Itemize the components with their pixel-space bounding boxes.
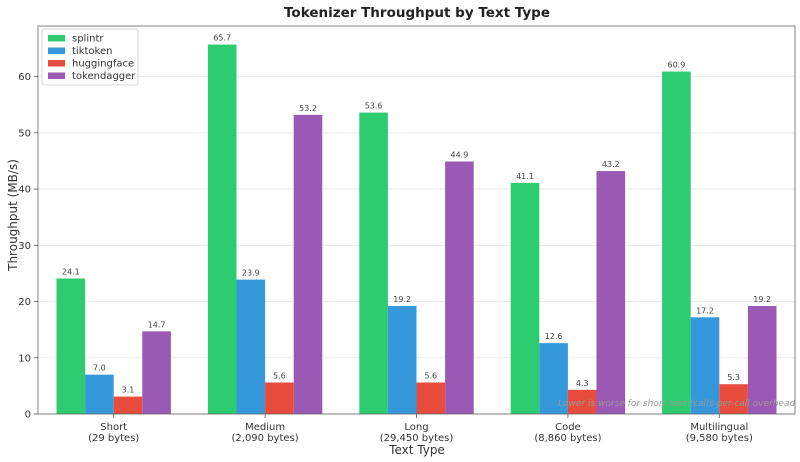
- bar-tokendagger: [445, 161, 474, 414]
- x-axis-label: Text Type: [388, 443, 445, 457]
- chart-title: Tokenizer Throughput by Text Type: [284, 5, 550, 21]
- data-label: 19.2: [753, 295, 771, 304]
- data-label: 3.1: [122, 386, 135, 395]
- bar-tiktoken: [387, 306, 417, 414]
- x-tick-label: (9,580 bytes): [686, 433, 753, 444]
- data-label: 53.2: [299, 104, 317, 113]
- legend-swatch-tokendagger: [48, 72, 65, 79]
- y-tick-label: 50: [18, 128, 31, 139]
- bar-splintr: [207, 44, 237, 415]
- y-axis-label: Throughput (MB/s): [6, 159, 20, 272]
- bar-huggingface: [265, 382, 294, 414]
- x-tick-label: (29 bytes): [88, 433, 139, 444]
- data-label: 7.0: [93, 364, 106, 373]
- y-tick-label: 10: [18, 353, 31, 364]
- data-label: 4.3: [576, 379, 589, 388]
- bar-splintr: [510, 182, 540, 414]
- bar-tiktoken: [85, 374, 114, 414]
- bar-splintr: [662, 71, 691, 415]
- x-tick-label: (8,860 bytes): [534, 433, 601, 444]
- data-label: 12.6: [545, 332, 563, 341]
- x-tick-label: Long: [404, 422, 428, 433]
- legend-box: [41, 28, 139, 86]
- data-label: 41.1: [516, 172, 534, 181]
- bar-splintr: [56, 278, 86, 414]
- y-ticks: 0 10 20 30 40 50 60: [18, 72, 38, 421]
- data-labels: 24.1 7.0 3.1 14.7 65.7 23.9 5.6 53.2 53.6 19.2 5.6…: [62, 34, 771, 395]
- data-label: 19.2: [393, 295, 411, 304]
- data-label: 5.6: [424, 372, 437, 381]
- bar-tokendagger: [293, 114, 323, 414]
- legend-label-tokendagger: tokendagger: [72, 71, 136, 82]
- data-label: 60.9: [667, 61, 685, 70]
- bar-tiktoken: [539, 343, 568, 414]
- y-tick-label: 60: [18, 72, 31, 83]
- x-tick-label: Medium: [245, 422, 285, 433]
- y-tick-label: 20: [18, 297, 31, 308]
- data-label: 5.6: [273, 372, 286, 381]
- bar-tokendagger: [747, 306, 777, 414]
- data-label: 5.3: [727, 373, 740, 382]
- data-label: 44.9: [450, 151, 468, 160]
- bar-tiktoken: [236, 279, 266, 414]
- y-tick-label: 40: [18, 185, 31, 196]
- legend-label-splintr: splintr: [72, 34, 104, 45]
- bar-splintr: [359, 112, 388, 414]
- bars: [56, 44, 777, 415]
- y-tick-label: 0: [25, 410, 31, 421]
- x-tick-label: (29,450 bytes): [380, 433, 454, 444]
- x-tick-label: Short: [100, 422, 127, 433]
- x-tick-label: Multilingual: [690, 422, 748, 433]
- data-label: 53.6: [365, 102, 383, 111]
- legend-label-tiktoken: tiktoken: [72, 46, 112, 57]
- legend-swatch-huggingface: [48, 60, 65, 67]
- bar-tokendagger: [142, 331, 171, 414]
- data-label: 14.7: [148, 320, 166, 329]
- x-tick-label: (2,090 bytes): [232, 433, 299, 444]
- data-label: 24.1: [62, 267, 80, 276]
- bar-tokendagger: [596, 171, 626, 414]
- annotation: Lower is worse for short text (calls-per…: [558, 399, 795, 409]
- x-tick-label: Code: [555, 422, 581, 433]
- bar-huggingface: [719, 384, 748, 414]
- bar-huggingface: [567, 389, 597, 414]
- legend-swatch-splintr: [48, 35, 65, 42]
- legend-swatch-tiktoken: [48, 47, 65, 54]
- data-label: 65.7: [213, 34, 231, 43]
- bar-tiktoken: [690, 317, 720, 414]
- x-ticks: Short(29 bytes) Medium(2,090 bytes) Long(2…: [88, 414, 753, 444]
- legend-label-huggingface: huggingface: [72, 59, 134, 70]
- data-label: 43.2: [602, 160, 620, 169]
- data-label: 17.2: [696, 306, 714, 315]
- data-label: 23.9: [242, 269, 260, 278]
- bar-huggingface: [113, 396, 143, 414]
- bar-huggingface: [416, 382, 446, 414]
- y-tick-label: 30: [18, 241, 31, 252]
